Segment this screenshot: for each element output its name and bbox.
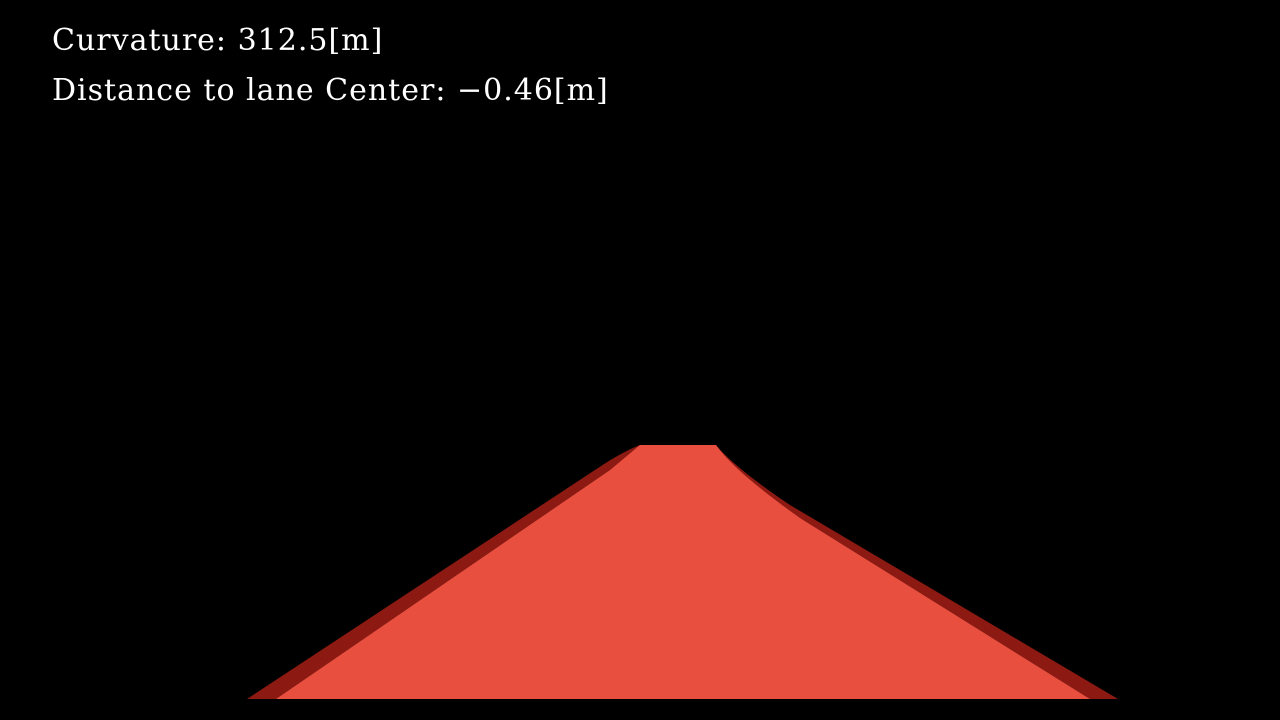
curvature-readout: Curvature: 312.5[m] [52, 23, 384, 58]
lane-area [276, 445, 1090, 699]
left-lane-line [247, 445, 648, 699]
lane-center-distance-readout: Distance to lane Center: −0.46[m] [52, 73, 609, 108]
